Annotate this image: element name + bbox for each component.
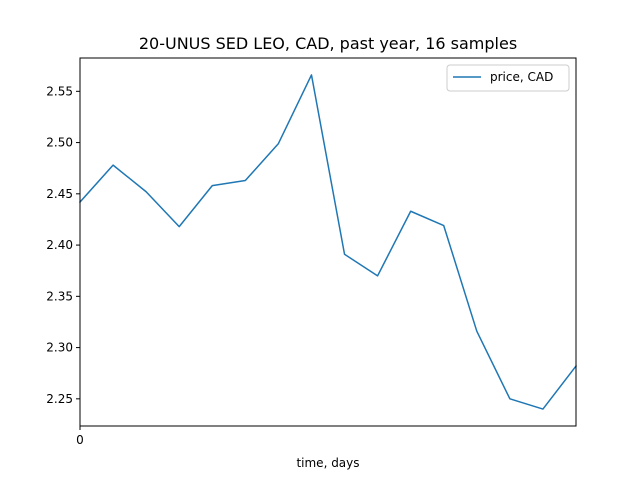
y-tick-label: 2.45 (46, 187, 73, 201)
x-axis-title: time, days (296, 456, 359, 470)
y-tick-label: 2.55 (46, 84, 73, 98)
y-tick-label: 2.35 (46, 289, 73, 303)
x-axis: 0 (76, 426, 84, 447)
x-tick-label: 0 (76, 433, 84, 447)
chart-title: 20-UNUS SED LEO, CAD, past year, 16 samp… (139, 34, 517, 53)
y-axis: 2.25 2.30 2.35 2.40 2.45 2.50 2.55 (46, 84, 80, 406)
plot-frame (79, 57, 577, 427)
y-tick-label: 2.40 (46, 238, 73, 252)
y-tick-label: 2.50 (46, 136, 73, 150)
y-tick-label: 2.25 (46, 392, 73, 406)
plot-area (78, 57, 578, 427)
y-tick-label: 2.30 (46, 341, 73, 355)
series-line-price-cad (78, 74, 578, 410)
legend: price, CAD (446, 64, 570, 92)
legend-box (446, 64, 570, 92)
series-layer (78, 74, 578, 410)
legend-entry-label: price, CAD (490, 70, 553, 84)
